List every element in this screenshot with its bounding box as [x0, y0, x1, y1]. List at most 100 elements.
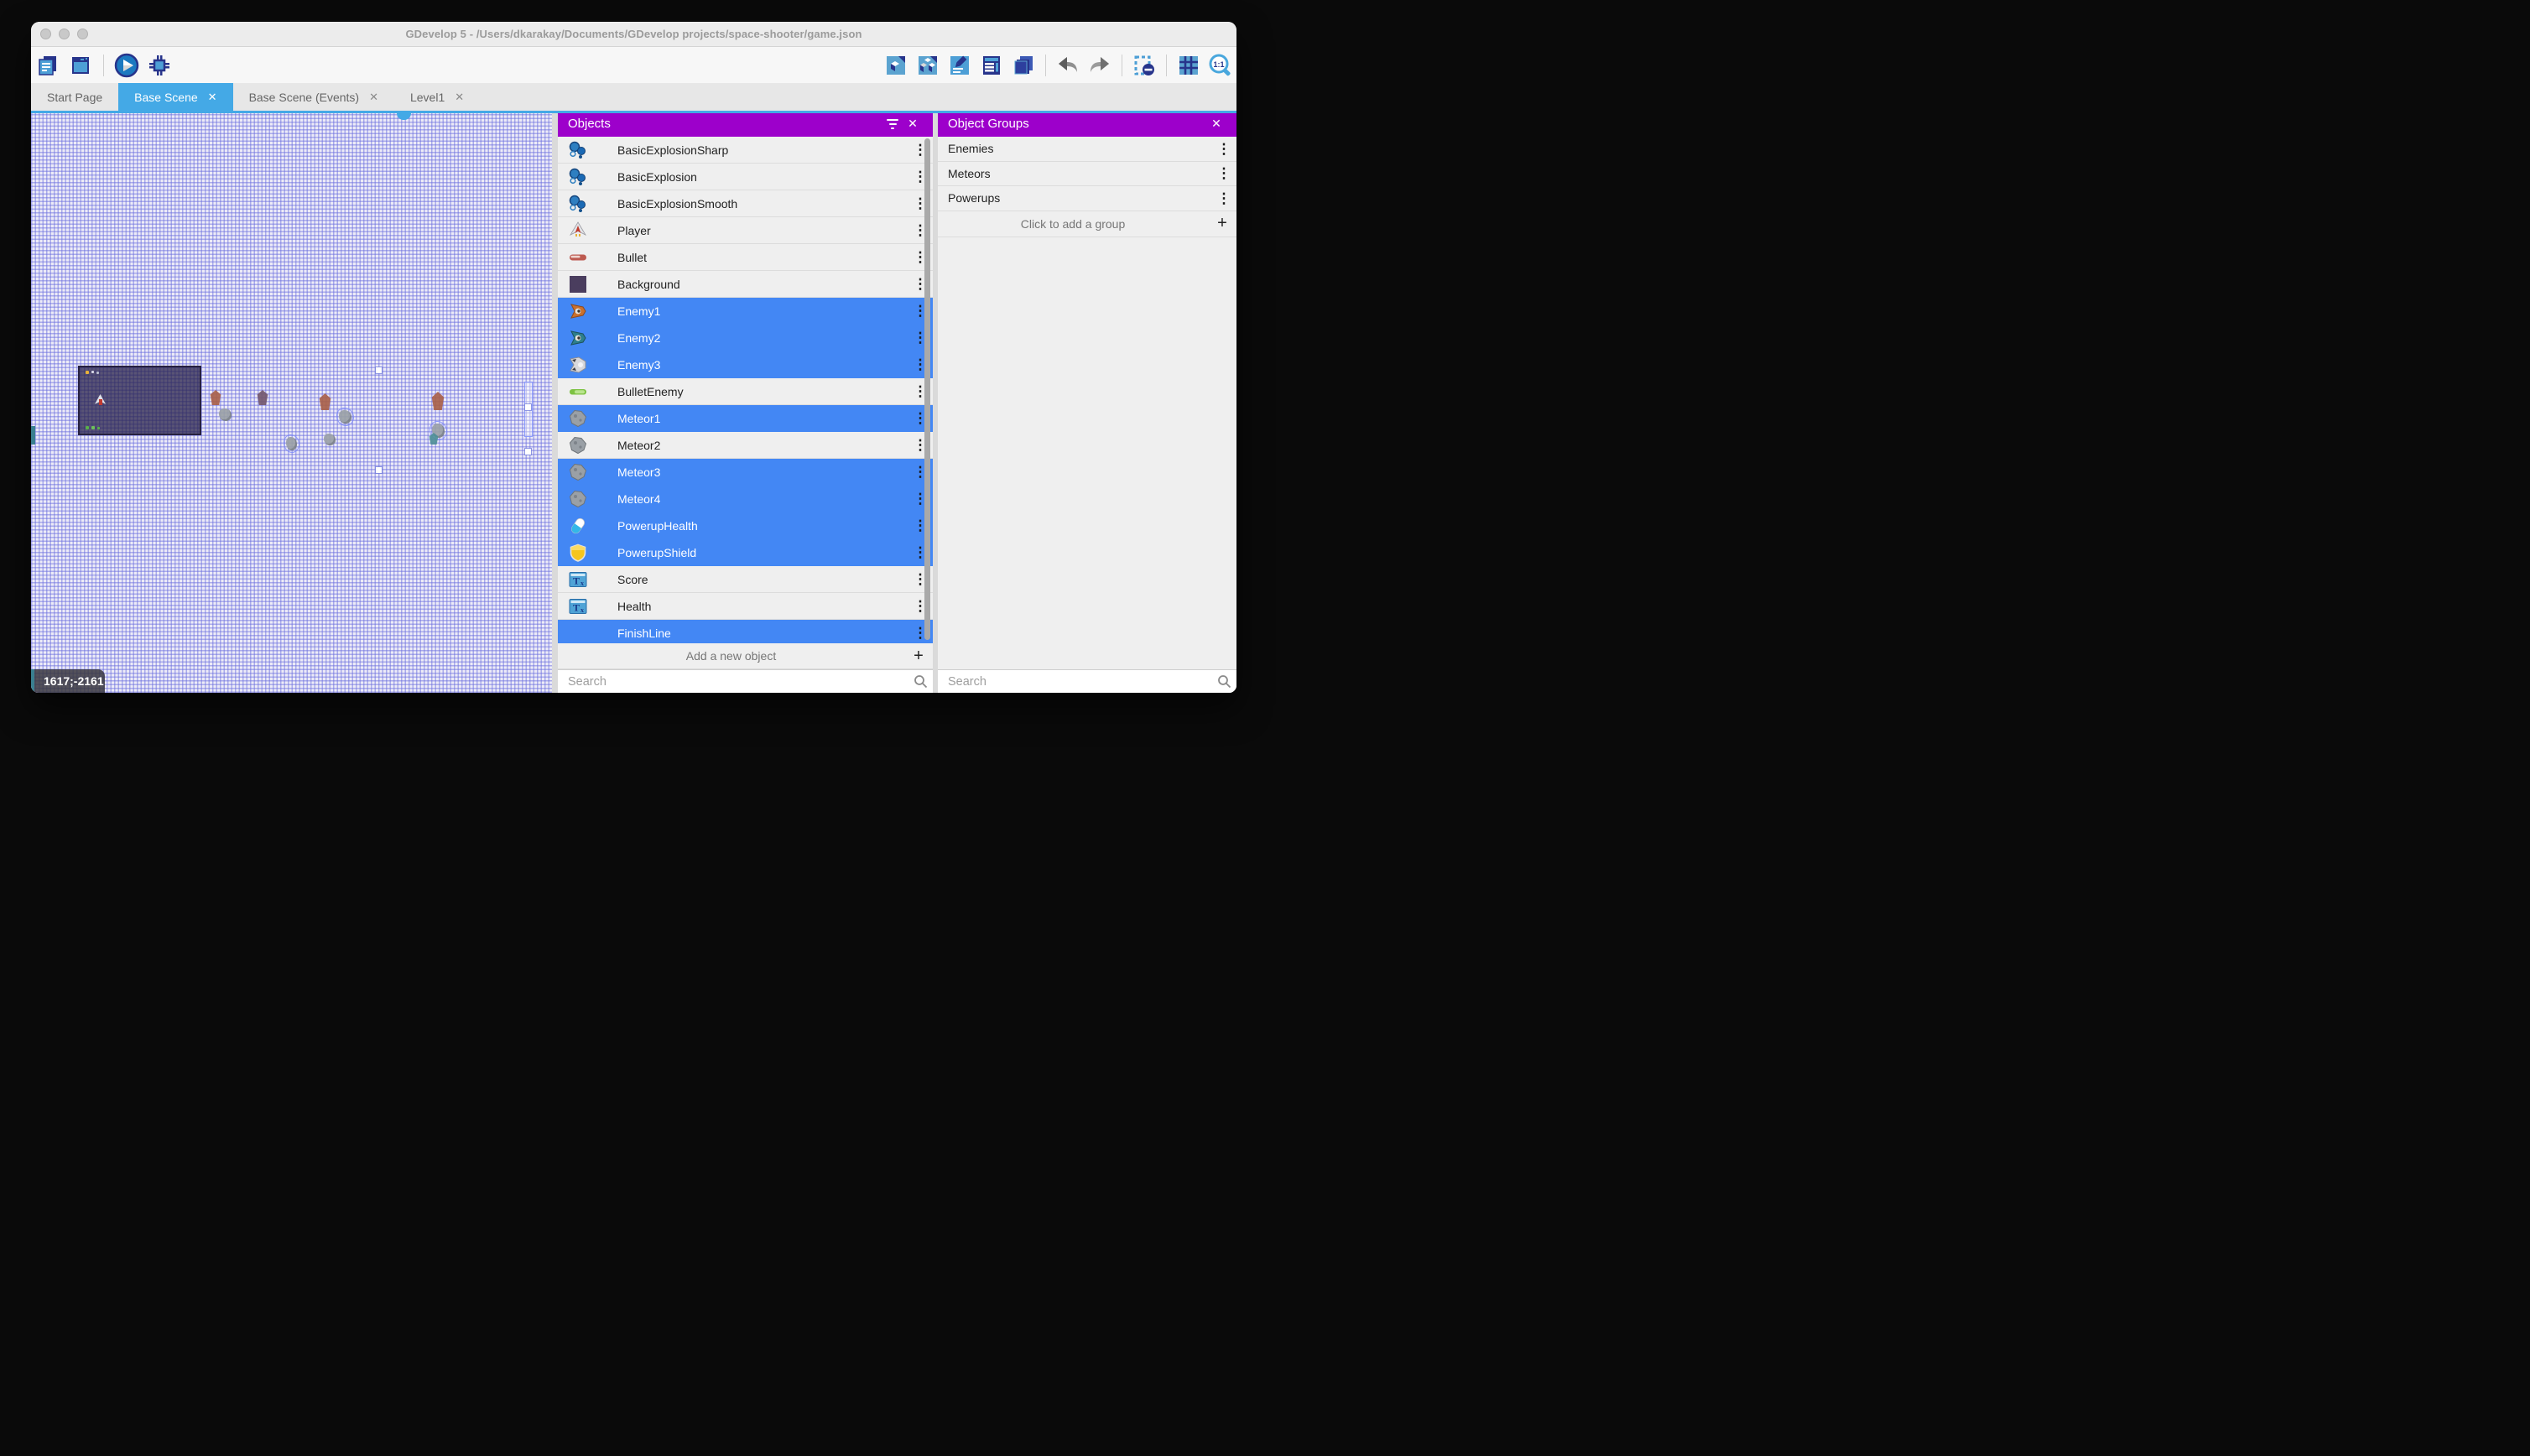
kebab-menu-icon[interactable]: ⋮: [913, 544, 928, 560]
traffic-lights: [40, 29, 88, 39]
close-window-button[interactable]: [40, 29, 51, 39]
meteor-instance[interactable]: [284, 434, 299, 453]
kebab-menu-icon[interactable]: ⋮: [913, 330, 928, 346]
enemy-dark-instance[interactable]: [257, 390, 268, 405]
zoom-1-1-icon[interactable]: 1:1: [1208, 53, 1233, 78]
canvas-panel-divider[interactable]: [552, 111, 558, 693]
kebab-menu-icon[interactable]: ⋮: [913, 491, 928, 507]
tab-close-icon[interactable]: ✕: [369, 90, 378, 103]
enemy-red-instance[interactable]: [319, 393, 331, 410]
enemy-red-instance[interactable]: [210, 390, 221, 405]
kebab-menu-icon[interactable]: ⋮: [913, 625, 928, 641]
tab-base-scene-events-[interactable]: Base Scene (Events) ✕: [233, 83, 394, 111]
instances-window-icon[interactable]: [68, 53, 93, 78]
selection-handle[interactable]: [525, 449, 531, 455]
kebab-menu-icon[interactable]: ⋮: [913, 571, 928, 587]
kebab-menu-icon[interactable]: ⋮: [913, 464, 928, 480]
kebab-menu-icon[interactable]: ⋮: [913, 598, 928, 614]
tab-level1[interactable]: Level1 ✕: [394, 83, 480, 111]
meteor-instance[interactable]: [324, 434, 336, 445]
kebab-menu-icon[interactable]: ⋮: [913, 437, 928, 453]
object-row-finishline[interactable]: FinishLine ⋮: [558, 620, 933, 643]
tab-close-icon[interactable]: ✕: [455, 90, 465, 103]
add-group-button[interactable]: Click to add a group +: [938, 211, 1236, 237]
close-icon[interactable]: ✕: [1211, 117, 1221, 130]
object-row-meteor3[interactable]: Meteor3 ⋮: [558, 459, 933, 486]
object-row-bulletenemy[interactable]: BulletEnemy ⋮: [558, 378, 933, 405]
selection-handle[interactable]: [525, 404, 531, 410]
layers-icon[interactable]: [1011, 53, 1036, 78]
selection-handle[interactable]: [376, 467, 382, 473]
svg-text:T: T: [573, 601, 580, 613]
kebab-menu-icon[interactable]: ⋮: [913, 276, 928, 292]
object-row-bullet[interactable]: Bullet ⋮: [558, 244, 933, 271]
maximize-window-button[interactable]: [77, 29, 88, 39]
objects-list-scrollbar[interactable]: [924, 138, 930, 640]
kebab-menu-icon[interactable]: ⋮: [913, 195, 928, 211]
background-instance[interactable]: [78, 366, 201, 435]
player-instance[interactable]: [95, 394, 106, 404]
meteor-instance[interactable]: [336, 408, 354, 426]
scene-properties-icon[interactable]: [35, 53, 60, 78]
object-row-poweruphealth[interactable]: PowerupHealth ⋮: [558, 512, 933, 539]
kebab-menu-icon[interactable]: ⋮: [913, 222, 928, 238]
kebab-menu-icon[interactable]: ⋮: [1216, 165, 1231, 182]
grid-icon[interactable]: [1176, 53, 1201, 78]
group-row-enemies[interactable]: Enemies ⋮: [938, 137, 1236, 162]
kebab-menu-icon[interactable]: ⋮: [913, 142, 928, 158]
object-row-meteor1[interactable]: Meteor1 ⋮: [558, 405, 933, 432]
object-row-enemy3[interactable]: Enemy3 ⋮: [558, 351, 933, 378]
redo-icon[interactable]: [1087, 53, 1112, 78]
selection-handle[interactable]: [376, 367, 382, 373]
kebab-menu-icon[interactable]: ⋮: [913, 249, 928, 265]
kebab-menu-icon[interactable]: ⋮: [913, 169, 928, 185]
tab-close-icon[interactable]: ✕: [207, 90, 217, 103]
window-mask-icon[interactable]: [1132, 53, 1157, 78]
object-row-meteor4[interactable]: Meteor4 ⋮: [558, 486, 933, 512]
objects-panel-icon[interactable]: [883, 53, 908, 78]
kebab-menu-icon[interactable]: ⋮: [913, 383, 928, 399]
object-name: FinishLine: [617, 626, 671, 640]
objects-search-input[interactable]: [558, 674, 908, 689]
panels-divider[interactable]: [933, 111, 938, 693]
add-object-button[interactable]: Add a new object +: [558, 643, 933, 669]
object-row-enemy1[interactable]: Enemy1 ⋮: [558, 298, 933, 325]
close-icon[interactable]: ✕: [908, 117, 918, 130]
preview-play-icon[interactable]: [114, 53, 139, 78]
tab-base-scene[interactable]: Base Scene ✕: [118, 83, 233, 111]
object-row-player[interactable]: Player ⋮: [558, 217, 933, 244]
enemy-teal-instance[interactable]: [429, 433, 439, 445]
group-row-powerups[interactable]: Powerups ⋮: [938, 186, 1236, 211]
group-row-meteors[interactable]: Meteors ⋮: [938, 161, 1236, 186]
object-row-basicexplosion[interactable]: BasicExplosion ⋮: [558, 164, 933, 190]
object-row-basicexplosionsmooth[interactable]: BasicExplosionSmooth ⋮: [558, 190, 933, 217]
kebab-menu-icon[interactable]: ⋮: [913, 410, 928, 426]
kebab-menu-icon[interactable]: ⋮: [913, 517, 928, 533]
debug-icon[interactable]: [147, 53, 172, 78]
object-groups-panel-title: Object Groups: [948, 117, 1029, 131]
minimize-window-button[interactable]: [59, 29, 70, 39]
meteor-instance[interactable]: [219, 408, 232, 421]
object-row-meteor2[interactable]: Meteor2 ⋮: [558, 432, 933, 459]
groups-search-input[interactable]: [938, 674, 1211, 689]
kebab-menu-icon[interactable]: ⋮: [913, 356, 928, 372]
instances-list-icon[interactable]: [979, 53, 1004, 78]
object-groups-icon[interactable]: [915, 53, 940, 78]
object-row-basicexplosionsharp[interactable]: BasicExplosionSharp ⋮: [558, 137, 933, 164]
scene-canvas[interactable]: 1617;-2161: [31, 113, 552, 693]
kebab-menu-icon[interactable]: ⋮: [1216, 190, 1231, 206]
kebab-menu-icon[interactable]: ⋮: [1216, 140, 1231, 157]
kebab-menu-icon[interactable]: ⋮: [913, 303, 928, 319]
properties-icon[interactable]: [947, 53, 972, 78]
filter-icon[interactable]: [882, 118, 903, 129]
object-row-background[interactable]: Background ⋮: [558, 271, 933, 298]
object-name: Player: [617, 223, 651, 237]
object-row-enemy2[interactable]: Enemy2 ⋮: [558, 325, 933, 351]
enemy-red-instance[interactable]: [431, 392, 445, 410]
tab-start-page[interactable]: Start Page: [31, 83, 118, 111]
object-row-powerupshield[interactable]: PowerupShield ⋮: [558, 539, 933, 566]
none-object-icon: [569, 624, 587, 642]
undo-icon[interactable]: [1055, 53, 1080, 78]
